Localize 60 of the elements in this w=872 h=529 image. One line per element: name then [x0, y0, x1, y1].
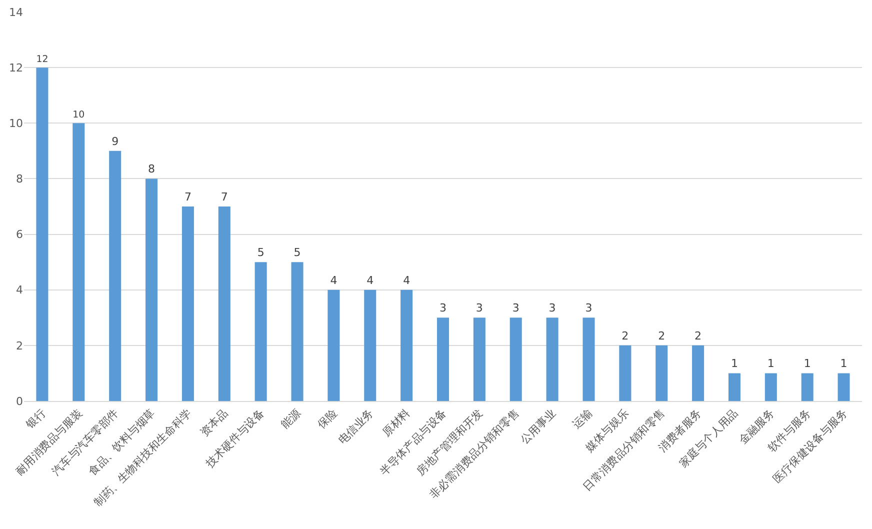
data-label: 1: [804, 357, 811, 370]
data-label: 9: [112, 134, 119, 148]
bar: [728, 373, 740, 401]
data-label: 1: [767, 357, 774, 370]
bar: [656, 345, 668, 401]
data-label: 7: [220, 190, 228, 204]
data-label: 12: [36, 54, 48, 65]
bar: [328, 290, 340, 401]
bar: [436, 318, 450, 401]
data-label: 2: [658, 329, 666, 342]
y-tick-label: 0: [16, 394, 23, 408]
bar: [364, 290, 376, 401]
data-label: 10: [72, 110, 85, 121]
bar: [546, 318, 558, 401]
data-label: 3: [440, 302, 446, 315]
data-label: 1: [840, 357, 848, 370]
data-label: 4: [403, 274, 410, 287]
bar: [801, 373, 814, 401]
bar: [473, 318, 486, 401]
bar: [72, 123, 85, 401]
bar: [582, 318, 595, 401]
bar: [764, 373, 777, 401]
y-tick-label: 12: [9, 61, 23, 74]
bar: [109, 150, 122, 401]
data-label: 3: [585, 302, 592, 315]
data-label: 1: [730, 357, 738, 370]
data-label: 8: [148, 162, 156, 176]
data-label: 2: [622, 329, 629, 342]
bar: [838, 373, 850, 401]
y-tick-label: 14: [9, 6, 23, 19]
data-label: 4: [330, 274, 338, 287]
x-tick-label: 银行: [22, 406, 48, 432]
bar: [36, 68, 48, 401]
y-tick-label: 6: [16, 228, 23, 242]
x-tick-label: 运输: [570, 406, 595, 432]
y-tick-label: 2: [16, 339, 23, 352]
y-tick-label: 4: [16, 284, 23, 297]
data-label: 3: [548, 302, 556, 315]
bar: [619, 345, 632, 401]
data-label: 4: [366, 274, 374, 287]
bar: [291, 262, 304, 401]
y-tick-label: 10: [9, 116, 23, 130]
x-tick-label: 资本品: [198, 406, 230, 440]
data-label: 5: [257, 246, 264, 260]
data-label: 3: [476, 302, 483, 315]
data-label: 3: [512, 302, 520, 315]
bar: [182, 206, 194, 401]
data-label: 5: [294, 246, 301, 260]
bar: [146, 178, 158, 401]
x-tick-label: 公用事业: [518, 406, 558, 447]
data-label: 7: [184, 190, 192, 204]
y-tick-label: 8: [16, 172, 23, 186]
bar: [254, 262, 267, 401]
bar: [692, 345, 704, 401]
data-label: 2: [694, 329, 702, 342]
bar: [510, 318, 522, 401]
x-tick-label: 原材料: [380, 406, 413, 440]
x-tick-label: 能源: [278, 406, 304, 432]
bar: [400, 290, 413, 401]
bar: [218, 206, 230, 401]
